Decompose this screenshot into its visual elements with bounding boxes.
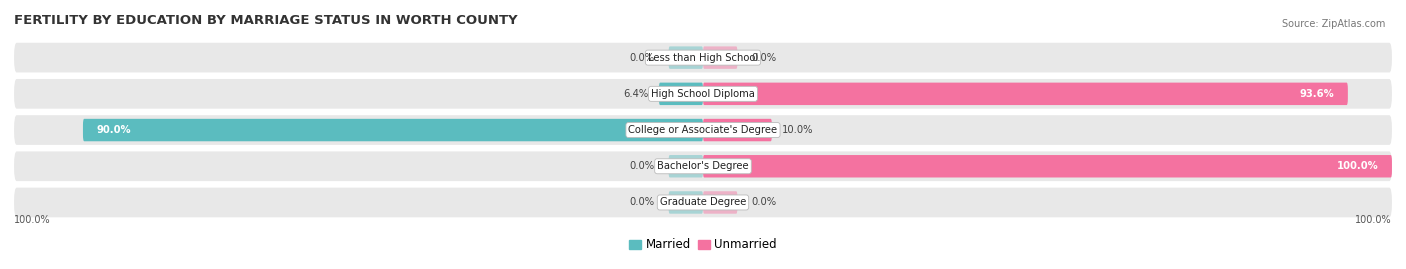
FancyBboxPatch shape: [14, 188, 1392, 217]
Text: 100.0%: 100.0%: [1355, 215, 1392, 225]
FancyBboxPatch shape: [703, 83, 1348, 105]
Legend: Married, Unmarried: Married, Unmarried: [624, 234, 782, 256]
FancyBboxPatch shape: [83, 119, 703, 141]
FancyBboxPatch shape: [14, 115, 1392, 145]
Text: Less than High School: Less than High School: [648, 53, 758, 63]
Text: 100.0%: 100.0%: [1337, 161, 1378, 171]
FancyBboxPatch shape: [703, 191, 738, 214]
FancyBboxPatch shape: [669, 47, 703, 69]
FancyBboxPatch shape: [669, 191, 703, 214]
Text: Graduate Degree: Graduate Degree: [659, 197, 747, 207]
Text: 10.0%: 10.0%: [782, 125, 814, 135]
FancyBboxPatch shape: [14, 79, 1392, 109]
Text: Bachelor's Degree: Bachelor's Degree: [657, 161, 749, 171]
FancyBboxPatch shape: [14, 151, 1392, 181]
Text: 6.4%: 6.4%: [623, 89, 648, 99]
Text: 93.6%: 93.6%: [1299, 89, 1334, 99]
Text: High School Diploma: High School Diploma: [651, 89, 755, 99]
Text: Source: ZipAtlas.com: Source: ZipAtlas.com: [1281, 19, 1385, 29]
Text: 0.0%: 0.0%: [630, 197, 655, 207]
Text: College or Associate's Degree: College or Associate's Degree: [628, 125, 778, 135]
Text: 90.0%: 90.0%: [97, 125, 131, 135]
Text: 100.0%: 100.0%: [14, 215, 51, 225]
FancyBboxPatch shape: [703, 119, 772, 141]
Text: 0.0%: 0.0%: [630, 53, 655, 63]
Text: 0.0%: 0.0%: [630, 161, 655, 171]
FancyBboxPatch shape: [14, 43, 1392, 72]
FancyBboxPatch shape: [703, 47, 738, 69]
FancyBboxPatch shape: [659, 83, 703, 105]
FancyBboxPatch shape: [703, 155, 1392, 178]
Text: FERTILITY BY EDUCATION BY MARRIAGE STATUS IN WORTH COUNTY: FERTILITY BY EDUCATION BY MARRIAGE STATU…: [14, 14, 517, 27]
Text: 0.0%: 0.0%: [751, 53, 776, 63]
Text: 0.0%: 0.0%: [751, 197, 776, 207]
FancyBboxPatch shape: [669, 155, 703, 178]
